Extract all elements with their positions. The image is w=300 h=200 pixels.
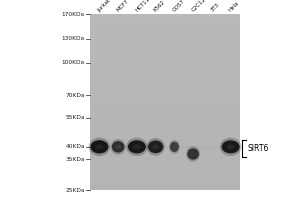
- Ellipse shape: [170, 142, 179, 152]
- Text: SIRT6: SIRT6: [248, 144, 269, 153]
- Ellipse shape: [169, 140, 180, 154]
- Ellipse shape: [90, 140, 108, 153]
- Bar: [90, 14, 240, 190]
- Ellipse shape: [146, 138, 165, 156]
- Ellipse shape: [152, 145, 159, 149]
- Ellipse shape: [186, 146, 200, 162]
- Text: 3T3: 3T3: [209, 2, 220, 13]
- Text: C2C12: C2C12: [190, 0, 207, 13]
- Text: 40KDa: 40KDa: [65, 144, 85, 149]
- Ellipse shape: [128, 140, 146, 153]
- Text: MCF7: MCF7: [116, 0, 130, 13]
- Ellipse shape: [112, 141, 124, 153]
- Text: 100KDa: 100KDa: [62, 60, 85, 65]
- Text: HCT116: HCT116: [134, 0, 153, 13]
- Text: COS7: COS7: [172, 0, 186, 13]
- Ellipse shape: [111, 139, 126, 155]
- Ellipse shape: [187, 148, 199, 160]
- Ellipse shape: [148, 140, 163, 153]
- Ellipse shape: [222, 140, 240, 153]
- Ellipse shape: [226, 145, 235, 149]
- Text: 130KDa: 130KDa: [62, 36, 85, 41]
- Ellipse shape: [220, 138, 242, 156]
- Text: 55KDa: 55KDa: [65, 115, 85, 120]
- Text: Jurkat: Jurkat: [97, 0, 112, 13]
- Text: Hela: Hela: [228, 1, 241, 13]
- Ellipse shape: [95, 145, 104, 149]
- Text: 25KDa: 25KDa: [65, 188, 85, 192]
- Ellipse shape: [115, 145, 121, 149]
- Ellipse shape: [126, 138, 148, 156]
- Text: 170KDa: 170KDa: [62, 11, 85, 17]
- Text: 35KDa: 35KDa: [65, 157, 85, 162]
- Text: K562: K562: [153, 0, 166, 13]
- Ellipse shape: [88, 138, 110, 156]
- Ellipse shape: [133, 145, 141, 149]
- Text: 70KDa: 70KDa: [65, 93, 85, 98]
